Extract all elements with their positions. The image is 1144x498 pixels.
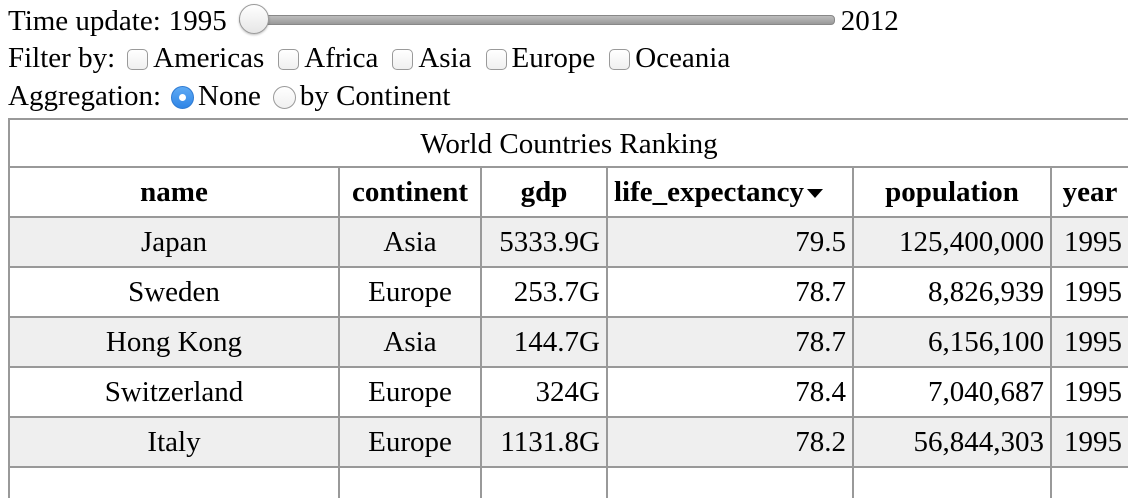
cell-population [852,466,1052,498]
aggregation-by-continent[interactable]: by Continent [272,77,451,115]
column-header-population[interactable]: population [852,166,1052,218]
cell-gdp: 1131.8G [480,416,608,468]
filter-asia[interactable]: Asia [392,39,472,77]
column-header-gdp[interactable]: gdp [480,166,608,218]
column-header-life-expectancy[interactable]: life_expectancy [606,166,854,218]
table-header-row: name continent gdp life_expectancy popul… [8,166,1128,218]
filter-oceania[interactable]: Oceania [609,39,730,77]
cell-continent [338,466,482,498]
aggregation-control: Aggregation: None by Continent [8,77,462,115]
cell-name [8,466,340,498]
cell-name: Hong Kong [8,316,340,368]
filter-label: Filter by: [8,42,116,74]
cell-gdp: 324G [480,366,608,418]
ranking-table: World Countries Ranking name continent g… [8,118,1128,498]
time-slider-thumb[interactable] [238,4,269,34]
time-update-control: Time update: 1995 2012 [8,2,899,40]
filter-europe-checkbox[interactable] [485,49,507,70]
cell-population: 7,040,687 [852,366,1052,418]
aggregation-none-label: None [198,80,261,112]
cell-name: Italy [8,416,340,468]
aggregation-none[interactable]: None [171,77,261,115]
cell-name: Japan [8,216,340,268]
table-row: Italy Europe 1131.8G 78.2 56,844,303 199… [8,416,1128,468]
aggregation-by-continent-label: by Continent [299,80,451,112]
aggregation-label: Aggregation: [8,80,162,112]
table-caption: World Countries Ranking [8,118,1128,166]
cell-continent: Asia [338,316,482,368]
ranking-table-container: World Countries Ranking name continent g… [8,118,1128,498]
table-row: Hong Kong Asia 144.7G 78.7 6,156,100 199… [8,316,1128,368]
cell-life-expectancy [606,466,854,498]
cell-year [1050,466,1128,498]
cell-continent: Europe [338,416,482,468]
cell-continent: Asia [338,216,482,268]
column-header-name[interactable]: name [8,166,340,218]
filter-africa[interactable]: Africa [278,39,378,77]
cell-continent: Europe [338,266,482,318]
cell-year: 1995 [1050,266,1128,318]
time-slider-track[interactable] [238,15,835,25]
time-end-value: 2012 [840,5,899,37]
time-start-value: 1995 [168,5,227,37]
cell-life-expectancy: 79.5 [606,216,854,268]
cell-continent: Europe [338,366,482,418]
column-header-year[interactable]: year [1050,166,1128,218]
cell-life-expectancy: 78.7 [606,316,854,368]
column-header-continent[interactable]: continent [338,166,482,218]
cell-year: 1995 [1050,216,1128,268]
filter-africa-checkbox[interactable] [278,49,300,70]
filter-europe-label: Europe [511,42,596,74]
cell-population: 6,156,100 [852,316,1052,368]
table-row: Switzerland Europe 324G 78.4 7,040,687 1… [8,366,1128,418]
cell-life-expectancy: 78.2 [606,416,854,468]
sort-descending-icon [807,189,824,199]
cell-population: 8,826,939 [852,266,1052,318]
cell-gdp: 253.7G [480,266,608,318]
time-slider[interactable] [233,2,835,40]
column-header-life-expectancy-label: life_expectancy [614,175,805,208]
cell-gdp [480,466,608,498]
cell-life-expectancy: 78.4 [606,366,854,418]
filter-americas[interactable]: Americas [127,39,264,77]
cell-year: 1995 [1050,316,1128,368]
cell-year: 1995 [1050,366,1128,418]
filter-americas-checkbox[interactable] [127,49,149,70]
table-row: Sweden Europe 253.7G 78.7 8,826,939 1995 [8,266,1128,318]
aggregation-none-radio[interactable] [171,86,195,109]
table-row: Japan Asia 5333.9G 79.5 125,400,000 1995 [8,216,1128,268]
filter-oceania-label: Oceania [635,42,731,74]
filter-oceania-checkbox[interactable] [609,49,631,70]
time-update-label: Time update: [8,5,161,37]
filter-americas-label: Americas [153,42,265,74]
cell-name: Switzerland [8,366,340,418]
cell-gdp: 144.7G [480,316,608,368]
cell-name: Sweden [8,266,340,318]
cell-life-expectancy: 78.7 [606,266,854,318]
cell-population: 56,844,303 [852,416,1052,468]
aggregation-by-continent-radio[interactable] [272,86,296,109]
cell-gdp: 5333.9G [480,216,608,268]
cell-population: 125,400,000 [852,216,1052,268]
filter-africa-label: Africa [304,42,379,74]
filter-asia-checkbox[interactable] [392,49,414,70]
table-row [8,466,1128,498]
filter-asia-label: Asia [418,42,472,74]
cell-year: 1995 [1050,416,1128,468]
filter-control: Filter by: Americas Africa Asia Europe O… [8,39,744,77]
filter-europe[interactable]: Europe [485,39,596,77]
